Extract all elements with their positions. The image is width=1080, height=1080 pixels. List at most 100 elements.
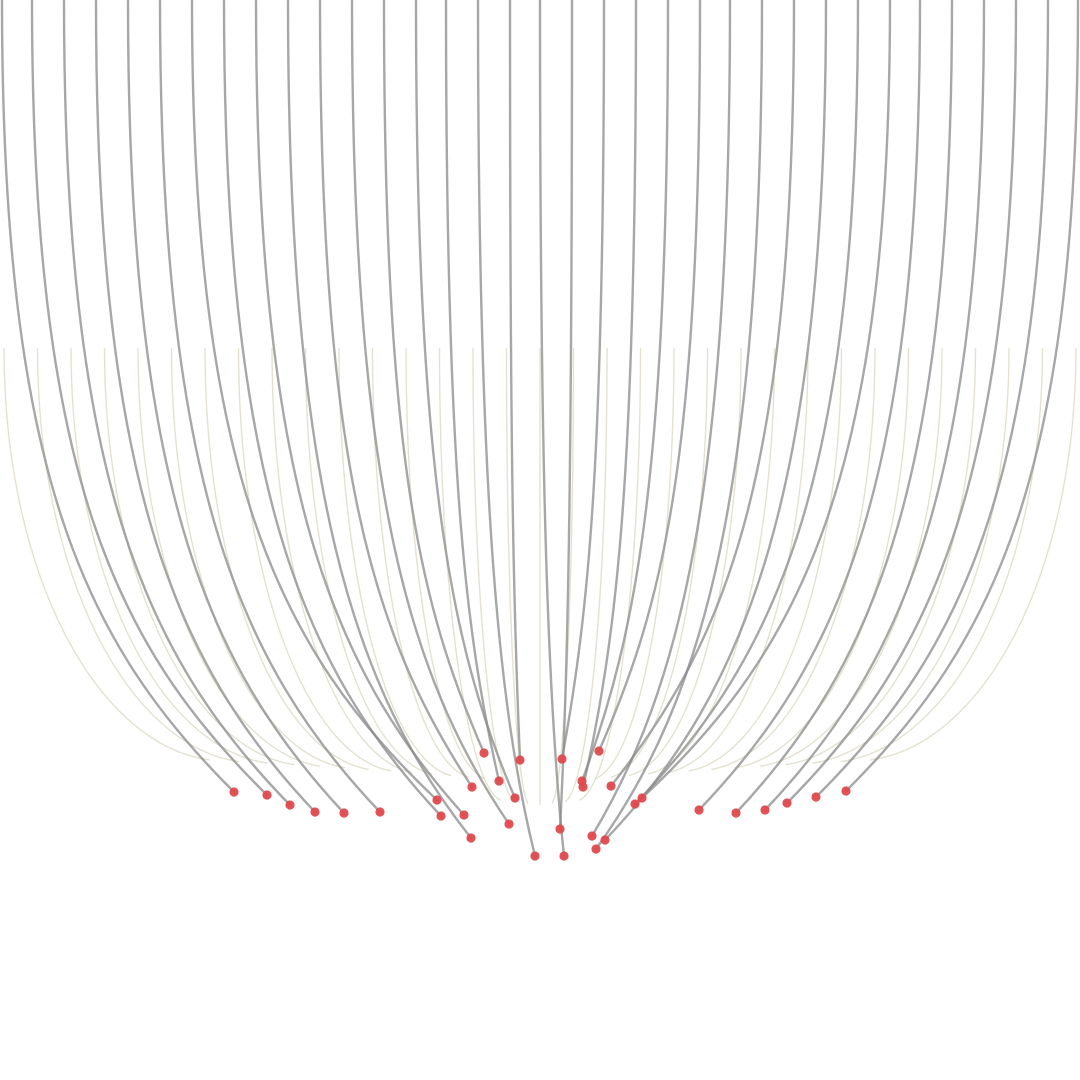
deflected-curve — [350, 0, 511, 826]
guide-curve — [36, 347, 240, 763]
deflected-curve — [697, 0, 922, 812]
endpoint-marker — [587, 831, 597, 841]
deflected-curve — [126, 0, 346, 815]
deflected-curve — [414, 0, 517, 800]
deflected-curve — [603, 0, 828, 842]
deflected-curve — [560, 0, 606, 761]
guide-curve — [579, 347, 642, 801]
deflected-curve — [382, 0, 486, 755]
guide-curve — [237, 347, 392, 772]
guide-curve — [647, 347, 776, 775]
guide-curve — [759, 347, 943, 767]
deflected-curve — [633, 0, 860, 806]
guide-curve — [70, 347, 268, 764]
endpoint-marker — [339, 808, 349, 818]
deflected-curve — [94, 0, 317, 814]
endpoint-marker — [606, 781, 616, 791]
endpoint-marker — [731, 808, 741, 818]
deflected-curve — [222, 0, 443, 818]
guide-curve — [103, 347, 295, 766]
guide-curve — [170, 347, 346, 769]
deflected-curve — [814, 0, 1050, 799]
guide-curve — [505, 347, 529, 804]
guide-curve — [204, 347, 369, 771]
guide-curve — [611, 347, 709, 778]
guide-curve — [564, 347, 608, 803]
endpoint-marker — [578, 782, 588, 792]
deflected-curve — [190, 0, 439, 802]
endpoint-marker — [467, 782, 477, 792]
guide-curve — [405, 347, 486, 780]
deflected-curve — [508, 0, 522, 762]
endpoint-marker — [436, 811, 446, 821]
endpoint-marker — [479, 748, 489, 758]
endpoint-marker — [811, 792, 821, 802]
guide-curve — [338, 347, 452, 777]
endpoint-marker — [555, 824, 565, 834]
deflected-curve — [62, 0, 292, 807]
endpoint-marker — [459, 810, 469, 820]
guide-curve — [711, 347, 876, 771]
endpoint-marker — [841, 786, 851, 796]
deflected-curve — [734, 0, 954, 815]
guide-curve — [472, 347, 516, 803]
endpoint-marker — [782, 798, 792, 808]
deflected-curve — [581, 0, 638, 789]
endpoint-marker — [557, 754, 567, 764]
endpoint-marker — [630, 799, 640, 809]
guide-curve — [869, 347, 1077, 761]
deflected-curve — [444, 0, 501, 783]
endpoint-marker — [559, 851, 569, 861]
endpoint-marker — [600, 835, 610, 845]
endpoint-marker — [285, 800, 295, 810]
endpoint-marker — [262, 790, 272, 800]
endpoint-marker — [591, 844, 601, 854]
deflected-curve — [597, 0, 702, 753]
endpoint-marker — [515, 755, 525, 765]
guide-curve — [734, 347, 910, 769]
deflected-curve — [538, 0, 566, 858]
deflected-curve — [476, 0, 537, 858]
deflected-curve — [580, 0, 670, 783]
endpoint-marker — [432, 795, 442, 805]
deflected-curve — [0, 0, 236, 794]
endpoint-marker — [694, 805, 704, 815]
guide-curve — [137, 347, 321, 767]
guide-curve — [667, 347, 809, 774]
guide-curve — [3, 347, 211, 761]
deflected-curve — [609, 0, 796, 788]
deflected-curve — [594, 0, 764, 851]
endpoint-marker — [494, 776, 504, 786]
guide-curve — [688, 347, 843, 772]
endpoint-marker — [760, 805, 770, 815]
guide-curve — [304, 347, 433, 775]
endpoint-marker — [637, 793, 647, 803]
deflected-curve — [158, 0, 382, 814]
guide-curve — [785, 347, 977, 766]
endpoint-marker — [229, 787, 239, 797]
deflected-curve — [30, 0, 269, 797]
deflected-curve — [844, 0, 1080, 793]
deflected-curve — [590, 0, 732, 838]
endpoint-marker — [310, 807, 320, 817]
deflected-curve — [286, 0, 473, 840]
deflected-curve — [763, 0, 986, 812]
endpoint-marker — [530, 851, 540, 861]
deflected-curve — [318, 0, 474, 789]
guide-curve — [594, 347, 675, 780]
endpoint-marker — [510, 793, 520, 803]
guide-curves-layer — [3, 347, 1077, 805]
endpoint-marker — [504, 819, 514, 829]
guide-curve — [840, 347, 1044, 763]
deflected-curve — [640, 0, 892, 800]
guide-curve — [271, 347, 413, 774]
deflected-curve — [785, 0, 1018, 805]
endpoint-marker — [466, 833, 476, 843]
guide-curve — [438, 347, 501, 801]
endpoint-marker — [375, 807, 385, 817]
endpoint-markers-layer — [229, 746, 851, 861]
endpoint-marker — [594, 746, 604, 756]
guide-curve — [812, 347, 1010, 764]
